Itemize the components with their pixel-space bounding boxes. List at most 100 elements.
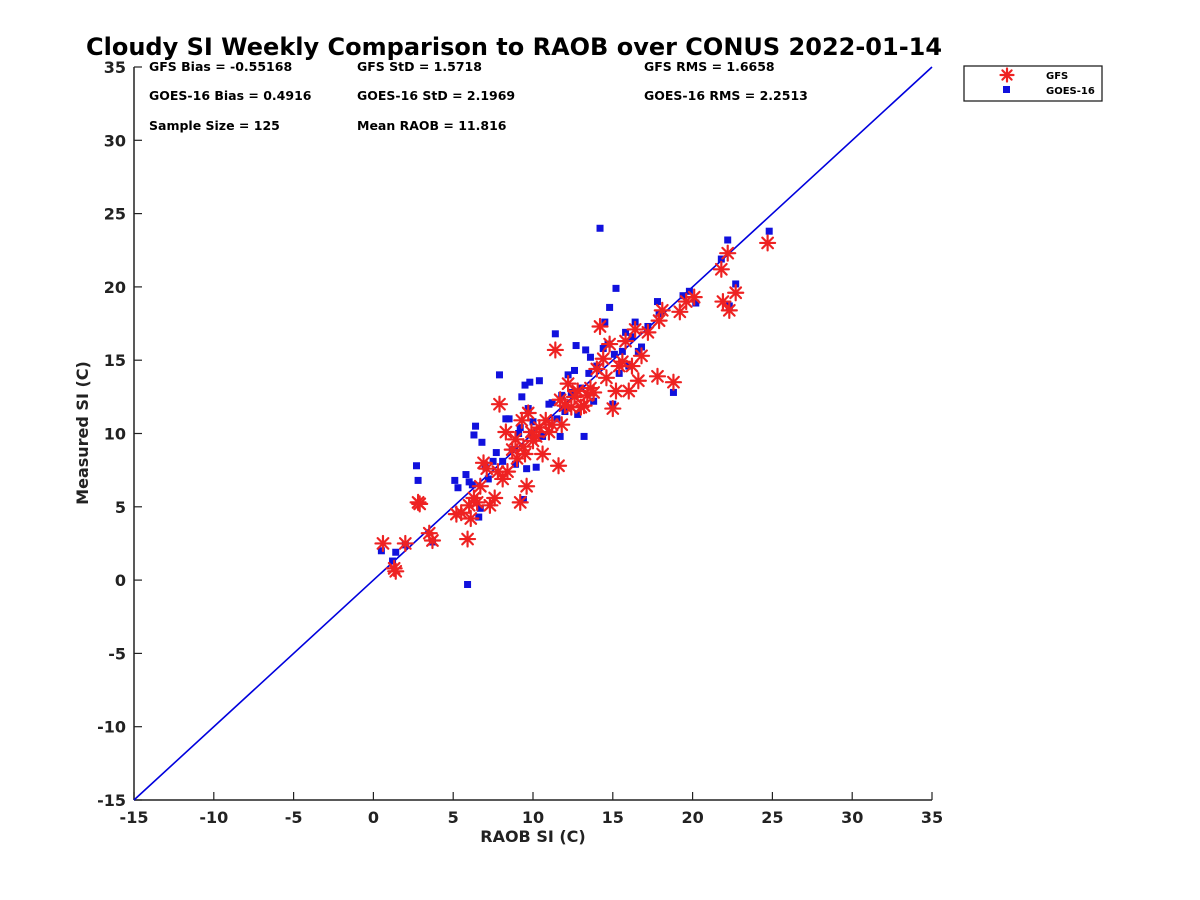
stat-gfs-rms: GFS RMS = 1.6658: [644, 59, 775, 74]
gfs-point: [999, 67, 1015, 83]
goes-16-point: [495, 371, 503, 379]
gfs-point: [411, 495, 429, 513]
gfs-point: [518, 477, 536, 495]
goes-16-point: [489, 457, 497, 465]
gfs-point: [468, 493, 486, 512]
x-axis-label: RAOB SI (C): [480, 827, 585, 846]
goes-16-point: [472, 422, 480, 430]
legend-goes-label: GOES-16: [1046, 86, 1095, 97]
goes-16-point: [610, 350, 618, 358]
goes-16-point: [586, 353, 594, 361]
goes-16-point: [392, 548, 400, 556]
goes-16-point: [558, 391, 566, 399]
y-tick-label: -5: [108, 644, 126, 663]
goes-16-point: [464, 580, 472, 588]
goes-16-point: [412, 462, 420, 470]
goes-16-point: [582, 346, 590, 354]
goes-16-point: [478, 438, 486, 446]
y-tick-label: 0: [115, 571, 126, 590]
gfs-point: [759, 234, 777, 252]
x-tick-label: 10: [522, 808, 544, 827]
y-tick-label: -15: [97, 791, 126, 810]
y-ticks: -15 -10 -5 0 5 10 15 20 25 30 35: [97, 58, 142, 810]
gfs-point: [423, 531, 442, 550]
goes-16-point: [529, 418, 537, 426]
gfs-point: [594, 350, 612, 368]
x-tick-label: 35: [921, 808, 943, 827]
gfs-point: [720, 301, 738, 319]
goes-16-point: [499, 457, 507, 465]
gfs-point: [639, 323, 657, 341]
goes-16-point: [551, 330, 559, 338]
legend-gfs-marker: [999, 67, 1015, 83]
x-tick-label: -15: [120, 808, 149, 827]
goes-16-point: [570, 366, 578, 374]
gfs-point: [714, 292, 732, 311]
goes-16-point: [484, 475, 492, 483]
gfs-point: [559, 375, 577, 393]
goes-16-point: [596, 224, 604, 232]
goes-16-point: [653, 298, 661, 306]
goes-16-point: [526, 378, 534, 386]
goes-16-point: [628, 333, 636, 341]
goes-16-point: [476, 504, 484, 512]
goes-16-point: [590, 397, 598, 405]
y-tick-label: 15: [104, 351, 126, 370]
y-tick-label: 30: [104, 131, 126, 150]
gfs-point: [516, 445, 534, 463]
gfs-point: [601, 335, 619, 353]
goes-16-point: [638, 343, 646, 351]
gfs-point: [604, 399, 622, 418]
gfs-point: [471, 477, 489, 495]
gfs-point: [648, 367, 667, 385]
goes-16-point: [451, 476, 459, 484]
statistics-block: GFS Bias = -0.55168 GFS StD = 1.5718 GFS…: [149, 59, 808, 133]
goes-16-point: [618, 347, 626, 355]
goes-16-point: [475, 513, 483, 521]
y-tick-label: 10: [104, 425, 126, 444]
goes-16-point: [717, 255, 725, 263]
gfs-point: [497, 423, 515, 441]
legend-goes-marker: [1003, 86, 1010, 93]
legend: GFS GOES-16: [963, 65, 1103, 102]
gfs-point: [519, 404, 537, 422]
gfs-point: [626, 320, 644, 339]
goes-16-point: [548, 399, 556, 407]
goes-16-point: [692, 299, 700, 307]
goes-16-point: [556, 432, 564, 440]
goes-16-point: [574, 410, 582, 418]
gfs-point: [591, 317, 609, 336]
goes-16-point: [599, 344, 607, 352]
goes-16-point: [389, 557, 397, 565]
gfs-point: [458, 530, 477, 548]
goes-16-point: [564, 371, 572, 379]
goes-16-point: [732, 280, 740, 288]
gfs-point: [685, 288, 703, 306]
gfs-point: [671, 303, 689, 321]
goes-16-point: [669, 388, 677, 396]
goes-16-point: [612, 284, 620, 292]
gfs-point: [719, 244, 737, 262]
goes-16-point: [606, 303, 614, 311]
goes-16-point: [585, 369, 593, 377]
gfs-point: [490, 395, 509, 413]
gfs-point: [620, 382, 638, 400]
stat-gfs-bias: GFS Bias = -0.55168: [149, 59, 292, 74]
x-tick-label: 20: [681, 808, 703, 827]
x-ticks: -15 -10 -5 0 5 10 15 20 25 30 35: [120, 792, 943, 827]
goes-16-point: [492, 449, 500, 457]
stat-goes-bias: GOES-16 Bias = 0.4916: [149, 88, 312, 103]
goes-16-point: [622, 328, 630, 336]
gfs-point: [546, 341, 564, 359]
gfs-point: [650, 312, 668, 330]
x-tick-label: 25: [761, 808, 783, 827]
goes-16-point: [505, 415, 513, 423]
legend-box: [963, 65, 1103, 102]
gfs-point: [549, 457, 568, 475]
y-axis-label: Measured SI (C): [73, 361, 92, 505]
gfs-point: [374, 534, 392, 553]
gfs-point: [664, 373, 683, 391]
gfs-point: [629, 372, 647, 390]
gfs-point: [585, 383, 603, 402]
